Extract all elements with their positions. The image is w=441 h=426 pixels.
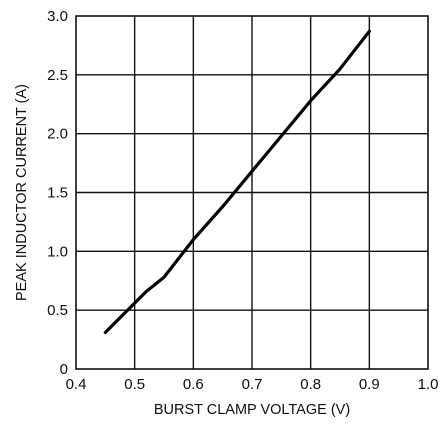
x-tick-label: 0.6	[183, 376, 204, 393]
x-tick-label: 0.9	[359, 376, 380, 393]
x-tick-label: 0.4	[66, 376, 87, 393]
y-tick-label: 2.0	[47, 126, 68, 143]
y-tick-label: 0.5	[47, 302, 68, 319]
y-tick-label: 3.0	[47, 8, 68, 25]
plot-frame	[75, 15, 429, 370]
x-tick-labels: 0.4 0.5 0.6 0.7 0.8 0.9 1.0	[66, 376, 439, 393]
y-tick-label: 0	[60, 361, 68, 378]
series-line	[103, 29, 371, 335]
y-axis-title: PEAK INDUCTOR CURRENT (A)	[14, 84, 30, 301]
x-axis-title: BURST CLAMP VOLTAGE (V)	[154, 402, 350, 418]
x-tick-label: 0.7	[242, 376, 263, 393]
x-tick-label: 0.8	[300, 376, 321, 393]
y-tick-label: 1.0	[47, 243, 68, 260]
y-tick-labels: 0 0.5 1.0 1.5 2.0 2.5 3.0	[47, 8, 68, 378]
series-layer	[103, 29, 371, 335]
x-tick-label: 0.5	[124, 376, 145, 393]
y-tick-label: 2.5	[47, 67, 68, 84]
grid-layer	[76, 16, 428, 369]
y-tick-label: 1.5	[47, 185, 68, 202]
x-tick-label: 1.0	[418, 376, 439, 393]
